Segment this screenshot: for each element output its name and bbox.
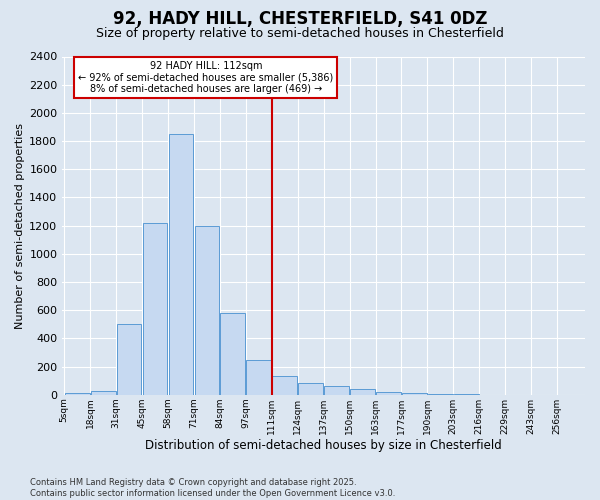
X-axis label: Distribution of semi-detached houses by size in Chesterfield: Distribution of semi-detached houses by … [145, 440, 502, 452]
Text: Size of property relative to semi-detached houses in Chesterfield: Size of property relative to semi-detach… [96, 28, 504, 40]
Text: 92 HADY HILL: 112sqm
← 92% of semi-detached houses are smaller (5,386)
8% of sem: 92 HADY HILL: 112sqm ← 92% of semi-detac… [79, 60, 334, 94]
Bar [194, 226, 219, 395]
Bar [402, 394, 427, 395]
Bar [298, 383, 323, 395]
Bar [272, 376, 297, 395]
Bar [143, 223, 167, 395]
Bar [428, 394, 453, 395]
Text: Contains HM Land Registry data © Crown copyright and database right 2025.
Contai: Contains HM Land Registry data © Crown c… [30, 478, 395, 498]
Bar [247, 360, 271, 395]
Bar [350, 389, 375, 395]
Bar [220, 313, 245, 395]
Bar [169, 134, 193, 395]
Bar [324, 386, 349, 395]
Text: 92, HADY HILL, CHESTERFIELD, S41 0DZ: 92, HADY HILL, CHESTERFIELD, S41 0DZ [113, 10, 487, 28]
Bar [65, 394, 89, 395]
Bar [117, 324, 142, 395]
Y-axis label: Number of semi-detached properties: Number of semi-detached properties [15, 122, 25, 328]
Bar [91, 390, 116, 395]
Bar [376, 392, 401, 395]
